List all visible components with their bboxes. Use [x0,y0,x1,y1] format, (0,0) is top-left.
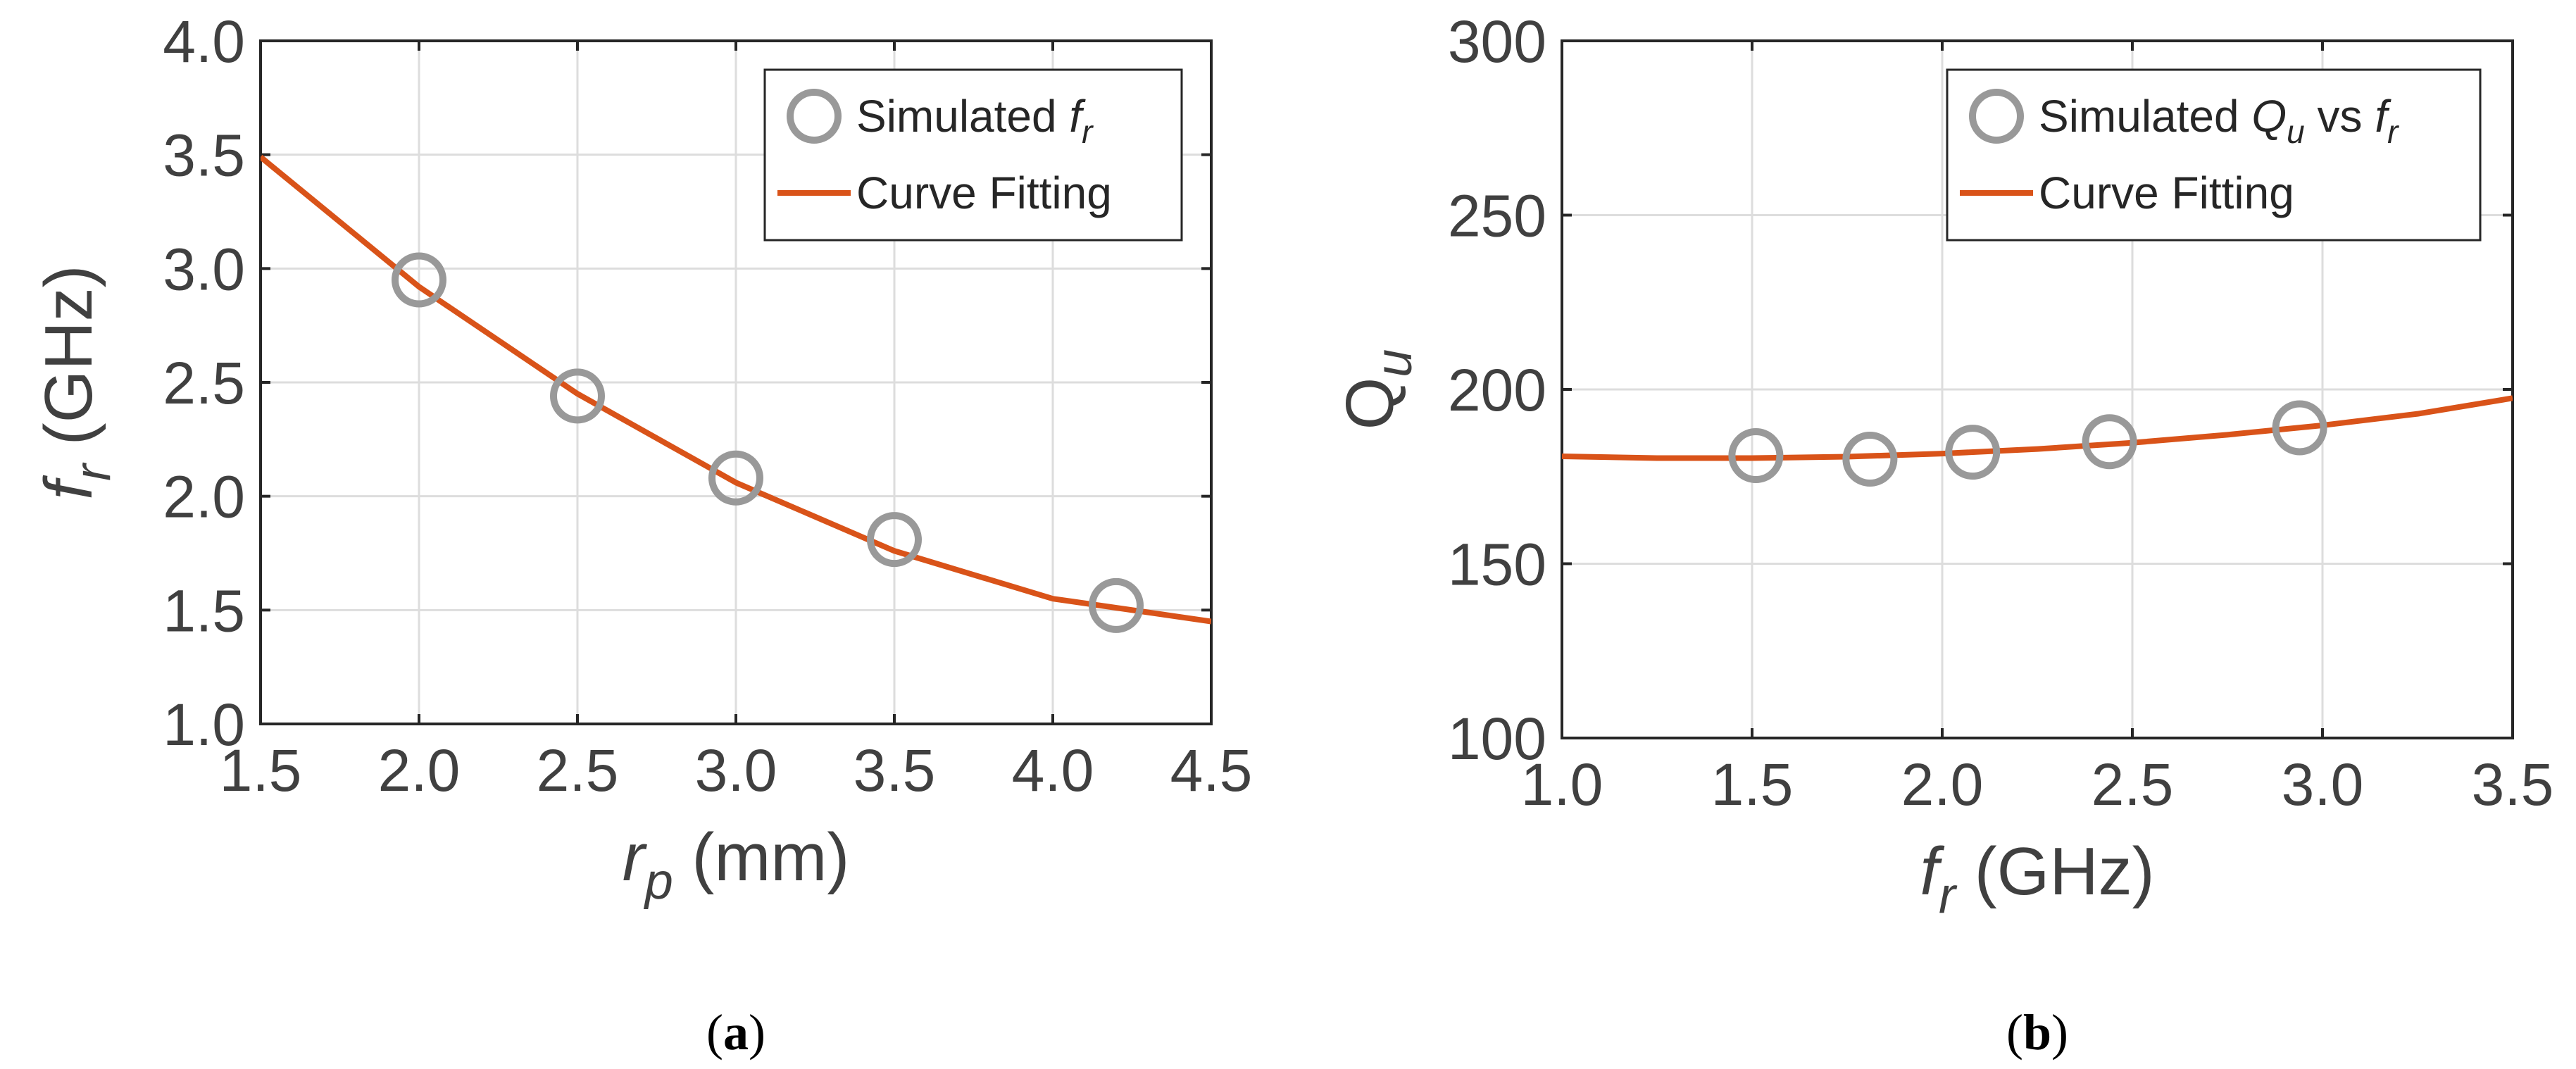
legend-text-main: Simulated [2039,91,2239,142]
chart-panel-a: 1.5 2.0 2.5 3.0 3.5 4.0 4.51.01.52.02.53.03.54… [31,8,1252,1061]
data-point-marker [550,368,605,424]
x-axis-label: fr (GHz) [1920,834,2154,924]
x-tick-label: 3.5 [2472,751,2554,818]
y-tick-label: 2.5 [163,350,245,416]
legend-marker-icon [1969,89,2024,144]
x-axis-var-sub: p [644,854,673,910]
y-axis-var-sub: u [1366,349,1423,377]
legend-entry-fit: Curve Fitting [856,168,1112,218]
x-axis-unit: (mm) [673,820,850,895]
data-point-marker [2082,414,2137,470]
data-point-marker [1945,425,2001,480]
data-point-marker [708,450,763,506]
y-tick-label: 250 [1448,183,1546,249]
legend-entry-fit: Curve Fitting [2039,168,2294,218]
legend-box [1946,68,2482,242]
y-tick-label: 1.5 [163,577,245,644]
legend-entry-simulated: Simulated Qu vs fr [2039,91,2399,150]
legend-var-sub: u [2287,113,2305,150]
x-tick-label: 1.5 [220,737,302,804]
y-tick-label: 100 [1448,706,1546,772]
legend-var: Q [2251,91,2287,142]
legend-var2-sub: r [2387,113,2399,150]
panel-label: (a) [706,1004,765,1061]
x-axis-var: r [623,820,648,895]
legend-mid: vs [2305,91,2375,142]
x-tick-label: 2.5 [2092,751,2174,818]
y-tick-label: 3.0 [163,236,245,302]
x-axis-unit: (GHz) [1956,834,2155,909]
panel-label: (b) [2006,1004,2068,1061]
chart-panel-b: 1.0 1.5 2.0 2.5 3.0 3.5 100 150 200 250 300 Simulat… [1332,8,2553,1061]
data-point-marker [1842,432,1898,487]
y-axis-var-sub: r [65,462,121,481]
x-tick-label: 2.0 [1901,751,1984,818]
y-axis-unit: (GHz) [31,265,106,464]
y-axis-label: fr (GHz) [31,265,121,499]
x-tick-label: 1.0 [1521,751,1603,818]
y-tick-label: 150 [1448,532,1546,598]
panel-label-close: ) [749,1004,765,1061]
legend-text-main: Simulated [856,91,1057,142]
legend-marker-icon [787,89,842,144]
plot-content [1562,395,2513,487]
x-tick-label: 3.5 [854,737,936,804]
panel-label-open: ( [2006,1004,2023,1061]
legend-entry-simulated: Simulated fr [856,91,1094,150]
legend-space [1057,91,1070,142]
data-point-marker [1728,428,1784,484]
x-tick-label: 1.5 [1711,751,1794,818]
x-axis-var-sub: r [1939,868,1958,924]
y-tick-label: 2.0 [163,464,245,530]
y-axis-var: Q [1332,377,1408,430]
y-tick-label: 4.0 [163,8,245,75]
x-tick-label: 3.0 [695,737,777,804]
fit-curve-line [261,154,1211,625]
x-axis-label: rp (mm) [623,820,850,910]
y-tick-label: 200 [1448,357,1546,423]
data-point-marker [392,252,446,308]
x-tick-label: 2.0 [378,737,461,804]
y-tick-label: 1.0 [163,692,245,758]
x-tick-label: 4.0 [1012,737,1094,804]
panel-label-open: ( [706,1004,723,1061]
data-point-marker [2272,400,2327,456]
legend-space [2239,91,2252,142]
y-tick-label: 3.5 [163,123,245,189]
x-tick-label: 4.5 [1170,737,1253,804]
data-point-marker [867,512,922,568]
legend: Simulated fr Curve Fitting [763,68,1183,242]
panel-label-letter: a [723,1004,749,1061]
x-tick-label: 2.5 [537,737,619,804]
y-tick-label: 300 [1448,8,1546,75]
y-axis-label: Qu [1332,349,1423,430]
plot-content [261,154,1211,633]
legend-var-sub: r [1082,113,1094,150]
x-tick-label: 3.0 [2282,751,2364,818]
fit-curve-line [1562,395,2513,461]
legend: Simulated Qu vs fr Curve Fitting [1946,68,2482,242]
data-point-marker [1089,577,1144,633]
panel-label-letter: b [2023,1004,2051,1061]
panel-label-close: ) [2051,1004,2068,1061]
